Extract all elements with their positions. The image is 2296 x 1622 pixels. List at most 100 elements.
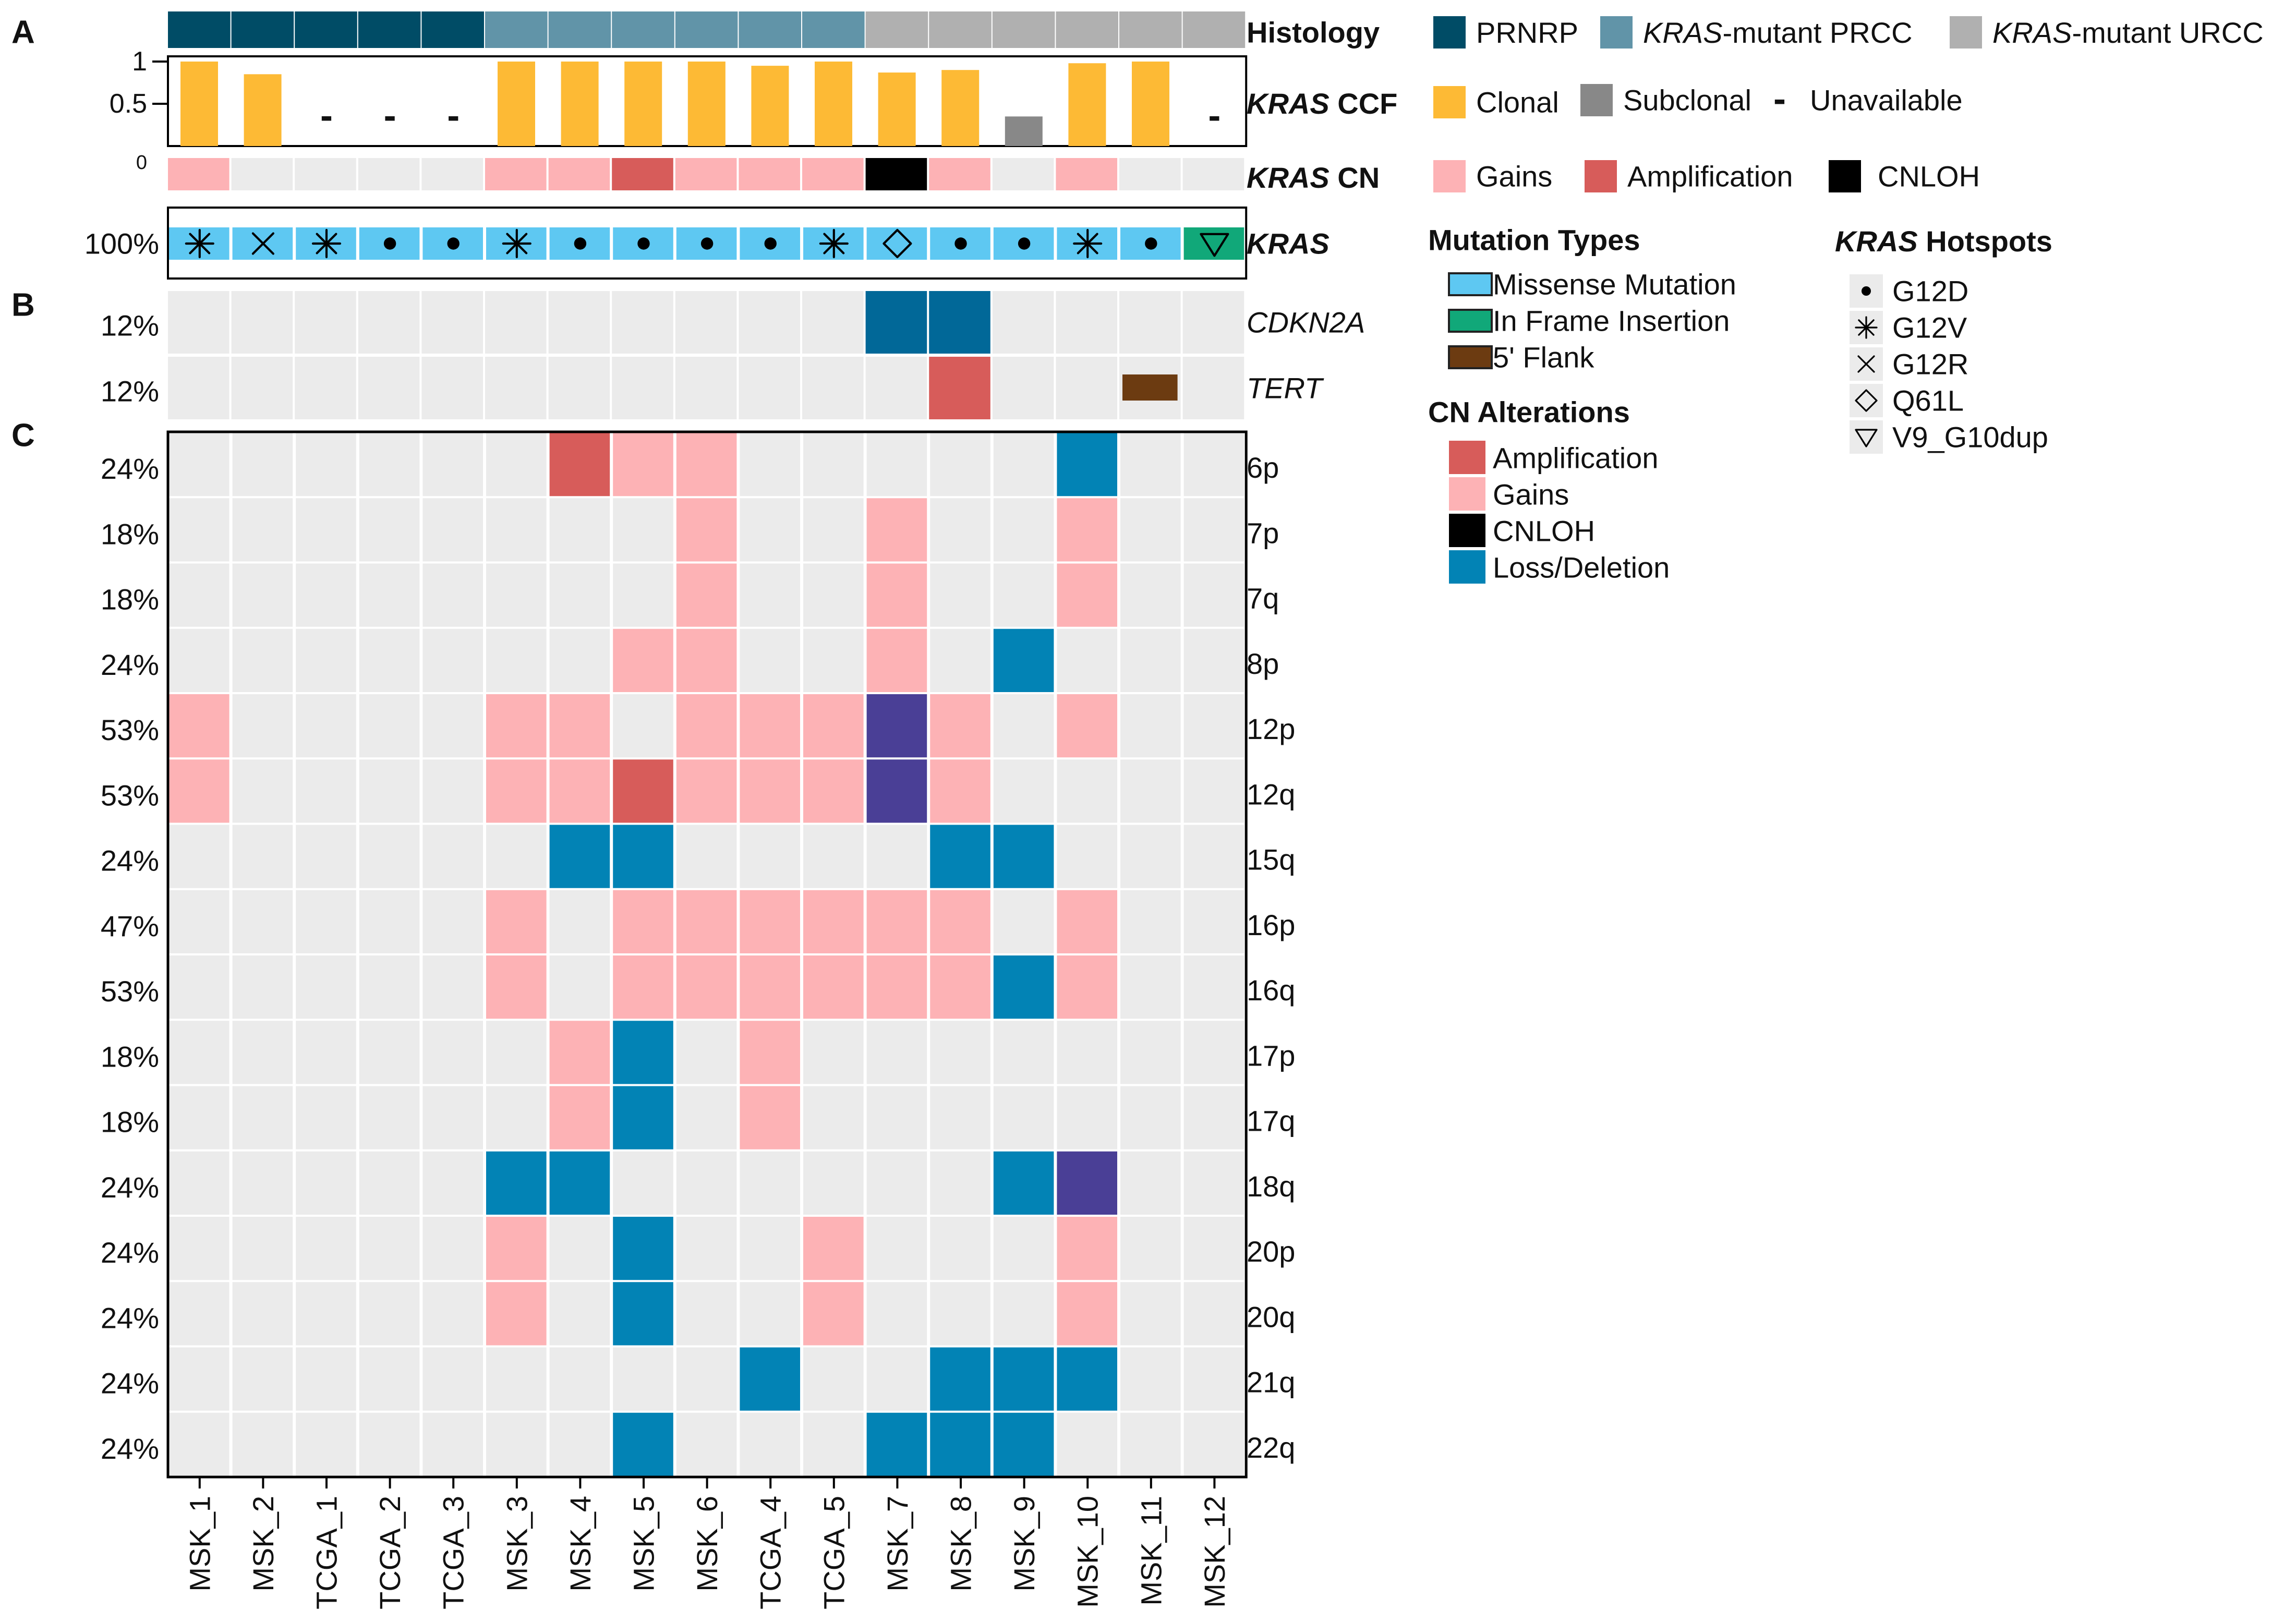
arm-cell xyxy=(740,825,800,888)
arm-percent: 53% xyxy=(101,779,159,812)
arm-cell xyxy=(930,628,990,692)
arm-cell xyxy=(613,1347,673,1411)
arm-cell xyxy=(422,694,483,758)
kras-hotspot-glyph xyxy=(1145,237,1157,250)
kras-cn-cell xyxy=(358,158,420,190)
arm-cell xyxy=(803,825,864,888)
legend-cn-label: Gains xyxy=(1476,160,1552,193)
arm-cell xyxy=(359,433,420,497)
legend-clonal-label: Clonal xyxy=(1476,86,1559,119)
arm-cell xyxy=(232,759,293,823)
arm-cell xyxy=(169,1021,229,1084)
gene-cell-bg xyxy=(865,357,927,419)
gene-cell-bg xyxy=(1056,357,1117,419)
gene-cell-bg xyxy=(802,291,864,354)
arm-cell xyxy=(169,1412,229,1476)
arm-cell xyxy=(740,628,800,692)
arm-cell xyxy=(803,1021,864,1084)
arm-cell xyxy=(676,1282,737,1346)
arm-cell xyxy=(422,1151,483,1215)
arm-cell xyxy=(676,433,737,497)
histology-cell xyxy=(612,11,674,48)
ccf-unavailable-mark: - xyxy=(384,95,396,137)
legend-cn-alt-swatch xyxy=(1449,441,1485,474)
arm-cell xyxy=(169,498,229,562)
ccf-bar xyxy=(941,70,980,146)
arm-cell xyxy=(549,1217,610,1280)
arm-percent: 53% xyxy=(101,713,159,746)
arm-cell xyxy=(866,433,927,497)
arm-cell xyxy=(422,1217,483,1280)
histology-cell xyxy=(739,11,801,48)
arm-percent: 18% xyxy=(101,1040,159,1073)
arm-cell xyxy=(613,825,673,888)
arm-percent: 24% xyxy=(101,648,159,681)
arm-cell xyxy=(930,1151,990,1215)
arm-cell xyxy=(930,498,990,562)
arm-cell xyxy=(993,498,1054,562)
kras-cn-cell xyxy=(929,158,990,190)
sample-label: MSK_6 xyxy=(691,1496,723,1592)
arm-label: 15q xyxy=(1247,843,1295,876)
arm-cell xyxy=(486,1412,547,1476)
arm-percent: 24% xyxy=(101,1367,159,1400)
sample-label: MSK_4 xyxy=(564,1496,597,1592)
arm-cell xyxy=(613,759,673,823)
arm-percent: 18% xyxy=(101,1106,159,1139)
legend-histology-swatch xyxy=(1600,16,1633,49)
histology-label: Histology xyxy=(1247,16,1380,49)
arm-cell xyxy=(232,433,293,497)
arm-cell xyxy=(993,628,1054,692)
arm-cell xyxy=(1120,694,1181,758)
arm-cell xyxy=(866,1086,927,1149)
arm-cell xyxy=(1183,1021,1244,1084)
arm-cell xyxy=(613,628,673,692)
kras-hotspot-glyph xyxy=(1073,228,1103,259)
arm-cell xyxy=(549,628,610,692)
arm-label: 20p xyxy=(1247,1235,1295,1268)
kras-hotspot-glyph xyxy=(954,237,967,250)
arm-cell xyxy=(549,955,610,1019)
legend-cn-alt-label: CNLOH xyxy=(1493,515,1595,548)
arm-cell xyxy=(993,1282,1054,1346)
arm-cell xyxy=(486,433,547,497)
arm-cell xyxy=(1183,433,1244,497)
legend-histology-label: KRAS-mutant URCC xyxy=(1992,16,2264,49)
arm-cell xyxy=(359,694,420,758)
arm-cell xyxy=(930,563,990,627)
sample-label: MSK_5 xyxy=(627,1496,660,1592)
arm-cell xyxy=(422,1021,483,1084)
arm-cell xyxy=(740,1217,800,1280)
arm-cell xyxy=(359,1347,420,1411)
gene-percent: 12% xyxy=(101,375,159,408)
legend-histology-label: PRNRP xyxy=(1476,16,1578,49)
gene-label: TERT xyxy=(1247,372,1324,405)
panel-letters: A B C xyxy=(11,15,35,454)
sample-labels: MSK_1 MSK_2 TCGA_1 TCGA_2 TCGA_3 MSK_3 MSK_4 MS… xyxy=(183,1477,1231,1609)
g12v-mark xyxy=(316,233,337,255)
arm-cell xyxy=(169,694,229,758)
arm-cell xyxy=(740,759,800,823)
arm-cell xyxy=(486,694,547,758)
arm-label: 21q xyxy=(1247,1366,1295,1399)
kras-hotspot-glyph xyxy=(700,237,714,250)
g12d-mark xyxy=(637,237,650,250)
arm-cell xyxy=(359,498,420,562)
gene-cell-bg xyxy=(739,357,800,419)
arm-cell xyxy=(1183,1151,1244,1215)
arm-cell xyxy=(676,498,737,562)
kras-frame xyxy=(167,207,1248,280)
arm-cell xyxy=(676,694,737,758)
arm-cell xyxy=(866,1151,927,1215)
arm-cell xyxy=(359,1282,420,1346)
arm-cell xyxy=(740,1282,800,1346)
g12v-mark xyxy=(823,233,845,255)
histology-cell xyxy=(1182,11,1246,48)
arm-cell xyxy=(993,1086,1054,1149)
arm-cell xyxy=(1120,498,1181,562)
arm-cell xyxy=(486,1282,547,1346)
arm-cell xyxy=(740,433,800,497)
legend-mutation-swatch xyxy=(1448,309,1493,333)
arm-cell xyxy=(232,1086,293,1149)
arm-cell xyxy=(613,1021,673,1084)
